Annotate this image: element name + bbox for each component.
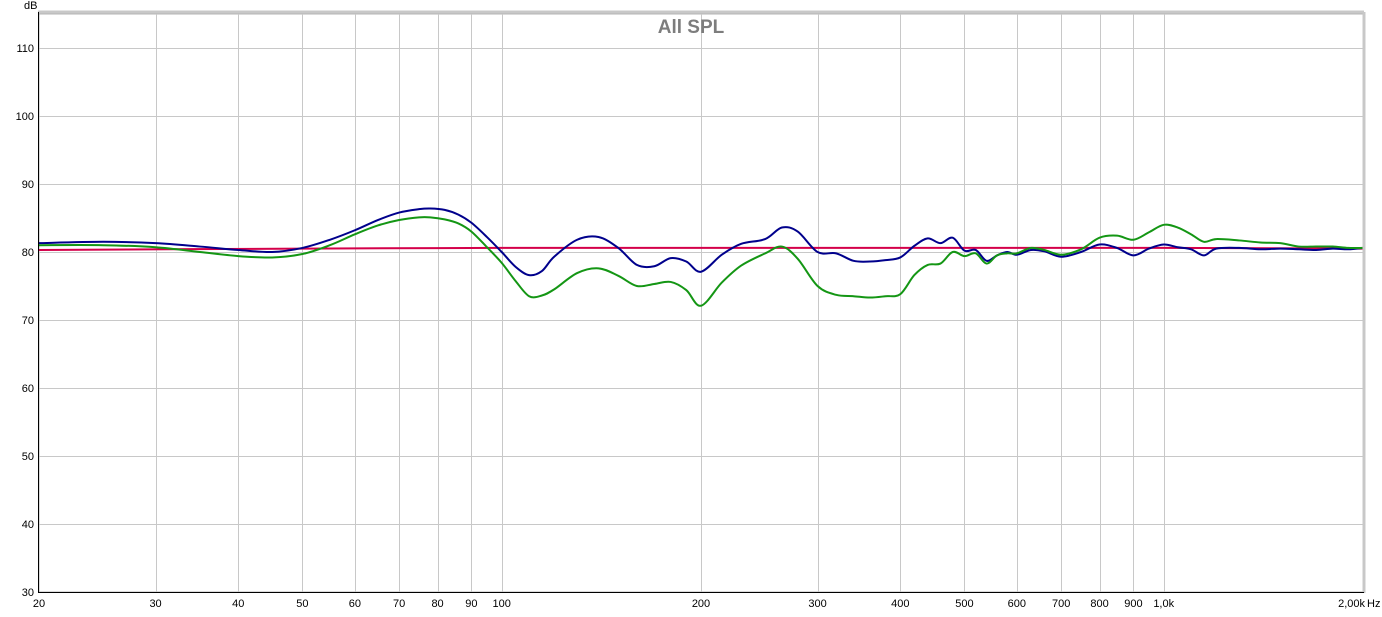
series-line-blue — [38, 207, 1364, 277]
x-tick-label: 20 — [33, 598, 45, 610]
y-axis-unit: dB — [24, 0, 37, 12]
x-tick-label: 600 — [1008, 598, 1026, 610]
x-tick-label: 80 — [431, 598, 443, 610]
x-tick-label: 300 — [808, 598, 826, 610]
series-group — [38, 207, 1364, 307]
x-tick-label: 800 — [1090, 598, 1108, 610]
x-tick-label: 200 — [692, 598, 710, 610]
x-tick-label: 50 — [296, 598, 308, 610]
x-tick-label: 900 — [1124, 598, 1142, 610]
y-tick-label: 80 — [22, 247, 34, 259]
x-tick-label: 40 — [232, 598, 244, 610]
x-tick-label: 100 — [493, 598, 511, 610]
y-tick-label: 30 — [22, 587, 34, 599]
y-tick-label: 60 — [22, 383, 34, 395]
y-tick-label: 90 — [22, 179, 34, 191]
y-tick-label: 40 — [22, 519, 34, 531]
x-tick-label: 90 — [465, 598, 477, 610]
series-line-green — [38, 216, 1364, 307]
x-tick-label: 500 — [955, 598, 973, 610]
y-tick-label: 70 — [22, 315, 34, 327]
y-tick-label: 50 — [22, 451, 34, 463]
x-tick-label: 400 — [891, 598, 909, 610]
x-tick-label: 700 — [1052, 598, 1070, 610]
x-tick-label: 70 — [393, 598, 405, 610]
x-tick-label: 30 — [149, 598, 161, 610]
x-tick-label: 1,0k — [1153, 598, 1174, 610]
chart-title: All SPL — [658, 17, 725, 38]
y-tick-label: 110 — [16, 43, 34, 55]
x-tick-label: 60 — [349, 598, 361, 610]
x-tick-label: 2,00k — [1338, 598, 1365, 610]
y-tick-label: 100 — [16, 111, 34, 123]
grid — [39, 14, 1363, 592]
x-axis-unit: Hz — [1367, 598, 1380, 610]
